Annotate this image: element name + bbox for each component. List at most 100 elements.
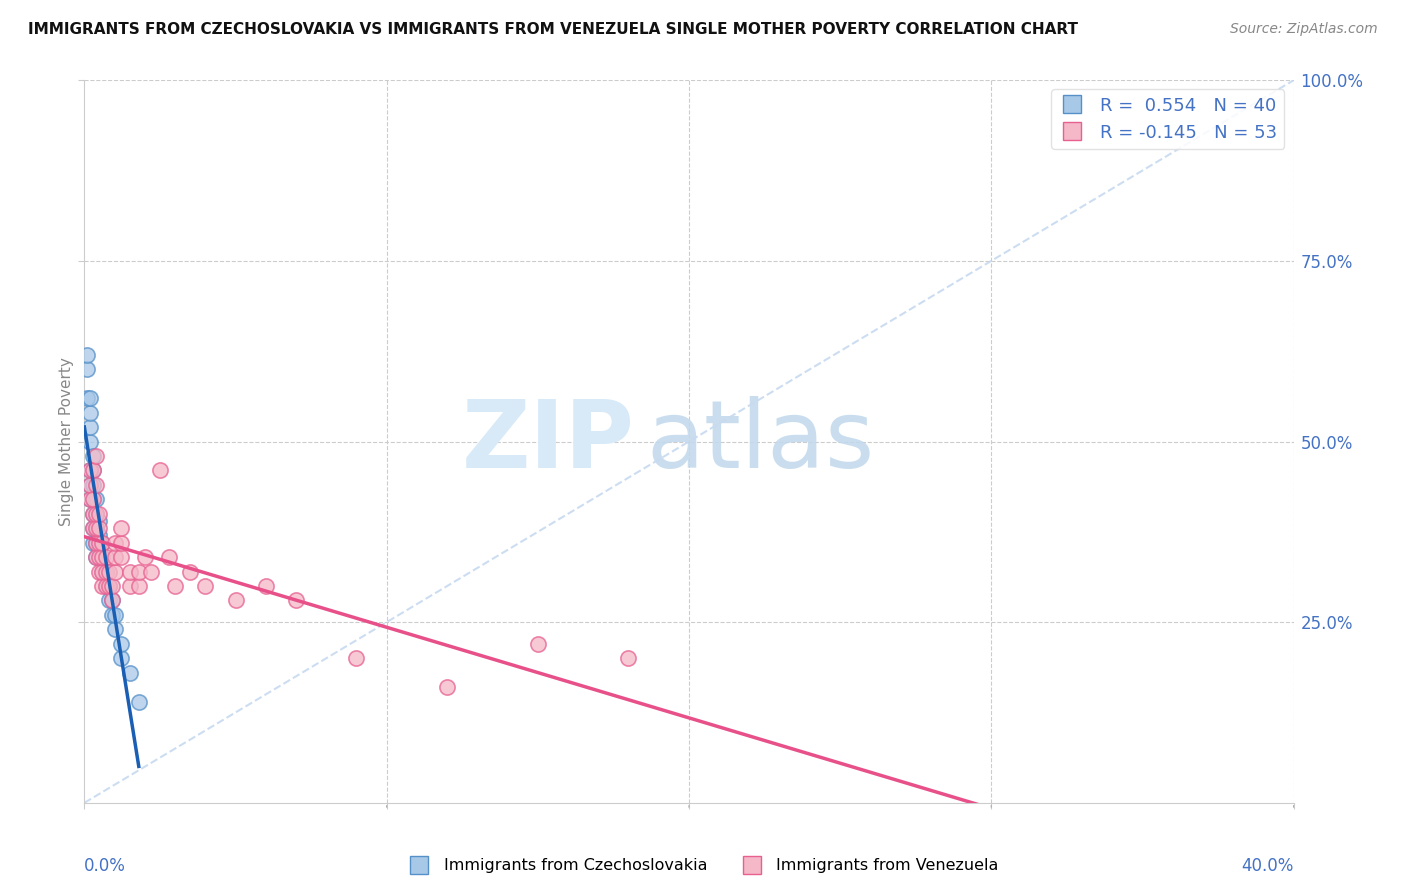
Text: Source: ZipAtlas.com: Source: ZipAtlas.com	[1230, 22, 1378, 37]
Point	[82, 535, 104, 549]
Point	[194, 579, 217, 593]
Point	[89, 521, 111, 535]
Point	[79, 420, 101, 434]
Point	[527, 637, 550, 651]
Point	[617, 651, 640, 665]
Point	[110, 550, 132, 565]
Point	[104, 535, 127, 549]
Point	[94, 550, 117, 565]
Text: 0.0%: 0.0%	[84, 857, 127, 875]
Point	[79, 406, 101, 420]
Point	[104, 607, 127, 622]
Point	[89, 535, 111, 549]
Point	[91, 550, 114, 565]
Point	[89, 507, 111, 521]
Point	[79, 478, 101, 492]
Point	[82, 492, 104, 507]
Point	[82, 507, 104, 521]
Point	[82, 478, 104, 492]
Point	[91, 565, 114, 579]
Point	[86, 492, 108, 507]
Point	[128, 565, 150, 579]
Point	[79, 478, 101, 492]
Point	[79, 463, 101, 477]
Point	[94, 579, 117, 593]
Point	[86, 521, 108, 535]
Point	[89, 528, 111, 542]
Point	[104, 623, 127, 637]
Point	[82, 463, 104, 477]
Point	[82, 449, 104, 463]
Point	[225, 593, 247, 607]
Point	[118, 565, 141, 579]
Point	[100, 593, 122, 607]
Point	[94, 565, 117, 579]
Point	[86, 521, 108, 535]
Point	[110, 535, 132, 549]
Point	[91, 565, 114, 579]
Point	[165, 579, 187, 593]
Text: 40.0%: 40.0%	[1241, 857, 1294, 875]
Point	[82, 463, 104, 477]
Point	[91, 550, 114, 565]
Point	[100, 607, 122, 622]
Text: atlas: atlas	[647, 395, 875, 488]
Point	[97, 593, 120, 607]
Point	[86, 550, 108, 565]
Text: ZIP: ZIP	[461, 395, 634, 488]
Point	[91, 579, 114, 593]
Point	[118, 665, 141, 680]
Point	[79, 463, 101, 477]
Point	[104, 565, 127, 579]
Point	[76, 362, 98, 376]
Point	[179, 565, 201, 579]
Text: IMMIGRANTS FROM CZECHOSLOVAKIA VS IMMIGRANTS FROM VENEZUELA SINGLE MOTHER POVERT: IMMIGRANTS FROM CZECHOSLOVAKIA VS IMMIGR…	[28, 22, 1078, 37]
Point	[89, 514, 111, 528]
Point	[91, 535, 114, 549]
Point	[94, 579, 117, 593]
Point	[100, 579, 122, 593]
Point	[82, 507, 104, 521]
Point	[128, 695, 150, 709]
Point	[82, 492, 104, 507]
Legend: Immigrants from Czechoslovakia, Immigrants from Venezuela: Immigrants from Czechoslovakia, Immigran…	[401, 852, 1005, 880]
Point	[128, 579, 150, 593]
Point	[118, 579, 141, 593]
Point	[86, 449, 108, 463]
Point	[285, 593, 308, 607]
Point	[86, 478, 108, 492]
Point	[97, 565, 120, 579]
Point	[86, 535, 108, 549]
Point	[157, 550, 180, 565]
Point	[76, 348, 98, 362]
Point	[82, 521, 104, 535]
Point	[110, 651, 132, 665]
Point	[86, 507, 108, 521]
Point	[86, 507, 108, 521]
Point	[254, 579, 277, 593]
Point	[82, 521, 104, 535]
Point	[436, 680, 458, 694]
Point	[89, 550, 111, 565]
Point	[97, 579, 120, 593]
Point	[110, 637, 132, 651]
Point	[149, 463, 172, 477]
Y-axis label: Single Mother Poverty: Single Mother Poverty	[59, 357, 75, 526]
Point	[86, 535, 108, 549]
Point	[139, 565, 162, 579]
Point	[110, 521, 132, 535]
Point	[79, 434, 101, 449]
Point	[89, 565, 111, 579]
Point	[79, 492, 101, 507]
Point	[134, 550, 156, 565]
Point	[76, 391, 98, 405]
Point	[104, 550, 127, 565]
Point	[97, 579, 120, 593]
Point	[86, 550, 108, 565]
Point	[89, 542, 111, 557]
Point	[100, 593, 122, 607]
Legend: R =  0.554   N = 40, R = -0.145   N = 53: R = 0.554 N = 40, R = -0.145 N = 53	[1052, 89, 1285, 149]
Point	[91, 535, 114, 549]
Point	[94, 565, 117, 579]
Point	[346, 651, 368, 665]
